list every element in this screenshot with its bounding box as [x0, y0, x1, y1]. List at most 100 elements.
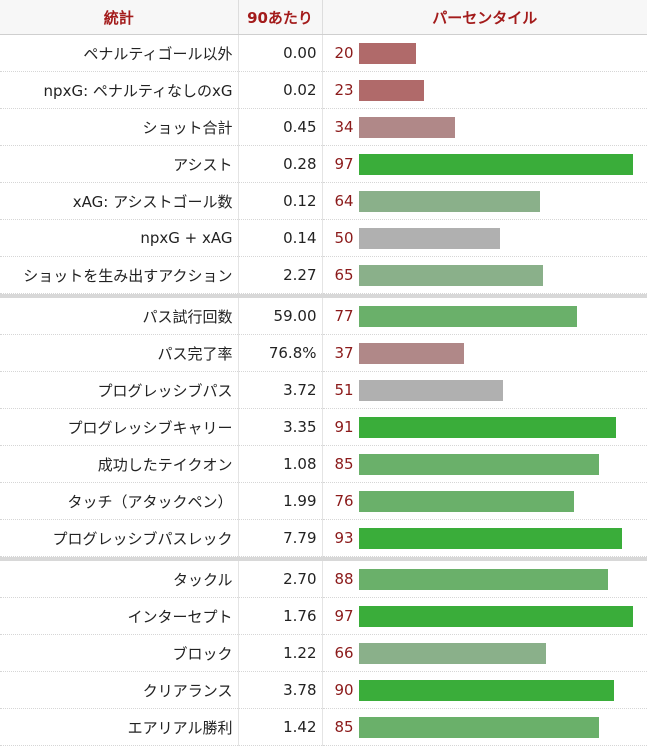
stat-label: npxG: ペナルティなしのxG	[0, 72, 238, 109]
percentile-label: 23	[323, 81, 359, 99]
bar-track	[359, 643, 639, 664]
percentile-cell: 85	[322, 446, 647, 483]
percentile-bar	[359, 191, 540, 212]
bar-track	[359, 80, 639, 101]
percentile-cell: 66	[322, 635, 647, 672]
bar-track	[359, 117, 639, 138]
per90-value: 1.76	[238, 598, 322, 635]
stat-label: プログレッシブパスレック	[0, 520, 238, 557]
header-stat[interactable]: 統計	[0, 0, 238, 35]
bar-track	[359, 528, 639, 549]
percentile-bar	[359, 717, 599, 738]
percentile-wrap: 65	[323, 257, 647, 293]
percentile-bar	[359, 569, 608, 590]
per90-value: 1.08	[238, 446, 322, 483]
stat-label: アシスト	[0, 146, 238, 183]
percentile-wrap: 20	[323, 35, 647, 71]
percentile-wrap: 23	[323, 72, 647, 108]
percentile-bar	[359, 380, 503, 401]
per90-value: 1.42	[238, 709, 322, 746]
stat-label: ショット合計	[0, 109, 238, 146]
stat-label: エアリアル勝利	[0, 709, 238, 746]
bar-track	[359, 680, 639, 701]
percentile-cell: 97	[322, 146, 647, 183]
bar-track	[359, 717, 639, 738]
percentile-cell: 90	[322, 672, 647, 709]
bar-track	[359, 154, 639, 175]
percentile-wrap: 85	[323, 709, 647, 745]
stat-label: 成功したテイクオン	[0, 446, 238, 483]
percentile-bar	[359, 417, 616, 438]
percentile-bar	[359, 454, 599, 475]
percentile-wrap: 76	[323, 483, 647, 519]
percentile-wrap: 90	[323, 672, 647, 708]
bar-track	[359, 454, 639, 475]
percentile-label: 65	[323, 266, 359, 284]
percentile-label: 88	[323, 570, 359, 588]
stat-label: xAG: アシストゴール数	[0, 183, 238, 220]
stat-label: ペナルティゴール以外	[0, 35, 238, 72]
bar-track	[359, 306, 639, 327]
header-percentile[interactable]: パーセンタイル	[322, 0, 647, 35]
stat-label: パス試行回数	[0, 298, 238, 335]
stat-label: タックル	[0, 561, 238, 598]
percentile-cell: 93	[322, 520, 647, 557]
percentile-bar	[359, 80, 424, 101]
stat-label: パス完了率	[0, 335, 238, 372]
header-per90[interactable]: 90あたり	[238, 0, 322, 35]
per90-value: 0.00	[238, 35, 322, 72]
percentile-label: 85	[323, 718, 359, 736]
percentile-bar	[359, 491, 574, 512]
per90-value: 7.79	[238, 520, 322, 557]
percentile-cell: 34	[322, 109, 647, 146]
bar-track	[359, 606, 639, 627]
percentile-bar	[359, 43, 416, 64]
percentile-wrap: 66	[323, 635, 647, 671]
bar-track	[359, 417, 639, 438]
percentile-cell: 76	[322, 483, 647, 520]
percentile-cell: 37	[322, 335, 647, 372]
per90-value: 3.35	[238, 409, 322, 446]
percentile-label: 51	[323, 381, 359, 399]
per90-value: 0.02	[238, 72, 322, 109]
per90-value: 2.27	[238, 257, 322, 294]
stat-label: タッチ（アタックペン）	[0, 483, 238, 520]
bar-track	[359, 265, 639, 286]
per90-value: 0.28	[238, 146, 322, 183]
percentile-cell: 50	[322, 220, 647, 257]
per90-value: 76.8%	[238, 335, 322, 372]
percentile-cell: 85	[322, 709, 647, 746]
percentile-bar	[359, 528, 622, 549]
percentile-label: 97	[323, 155, 359, 173]
percentile-wrap: 97	[323, 146, 647, 182]
percentile-label: 34	[323, 118, 359, 136]
percentile-label: 37	[323, 344, 359, 362]
percentile-bar	[359, 680, 614, 701]
per90-value: 3.78	[238, 672, 322, 709]
per90-value: 1.22	[238, 635, 322, 672]
per90-value: 2.70	[238, 561, 322, 598]
percentile-label: 77	[323, 307, 359, 325]
stat-label: プログレッシブキャリー	[0, 409, 238, 446]
per90-value: 0.14	[238, 220, 322, 257]
per90-value: 0.45	[238, 109, 322, 146]
percentile-bar	[359, 343, 464, 364]
percentile-wrap: 37	[323, 335, 647, 371]
percentile-cell: 51	[322, 372, 647, 409]
stat-label: npxG + xAG	[0, 220, 238, 257]
